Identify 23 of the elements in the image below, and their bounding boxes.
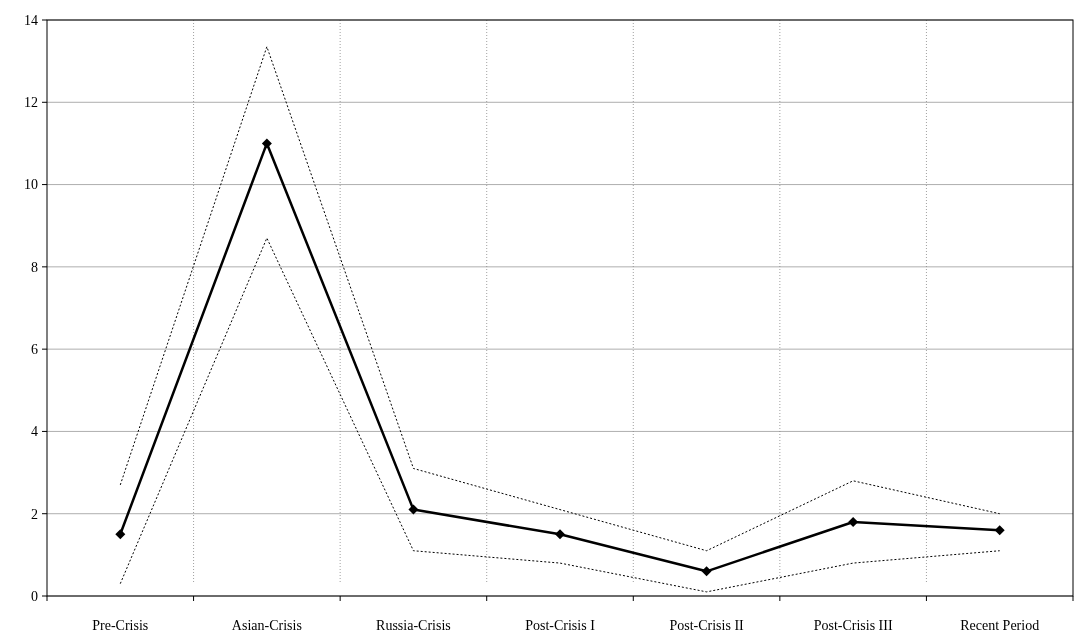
y-tick-label: 8 <box>31 259 38 275</box>
x-tick-label: Asian-Crisis <box>231 618 302 633</box>
y-tick-label: 2 <box>31 506 38 522</box>
point <box>261 138 272 149</box>
y-tick-label: 14 <box>24 12 38 28</box>
point <box>115 529 126 540</box>
x-tick-label: Post-Crisis I <box>525 618 596 633</box>
y-tick-label: 4 <box>31 424 38 440</box>
x-tick-label: Pre-Crisis <box>92 618 149 633</box>
y-tick-label: 0 <box>31 588 38 604</box>
point <box>701 566 712 577</box>
x-tick-label: Post-Crisis II <box>669 618 745 633</box>
point <box>555 529 565 540</box>
line-series <box>119 237 1001 593</box>
y-tick-label: 6 <box>31 342 38 358</box>
x-tick-label: Russia-Crisis <box>376 618 451 633</box>
x-tick-label: Recent Period <box>960 618 1040 633</box>
point <box>408 504 419 515</box>
y-tick-label: 10 <box>24 177 38 193</box>
x-tick-label: Post-Crisis III <box>813 618 893 633</box>
point <box>994 525 1005 536</box>
y-tick-label: 12 <box>24 95 38 111</box>
line-series <box>119 46 1001 552</box>
